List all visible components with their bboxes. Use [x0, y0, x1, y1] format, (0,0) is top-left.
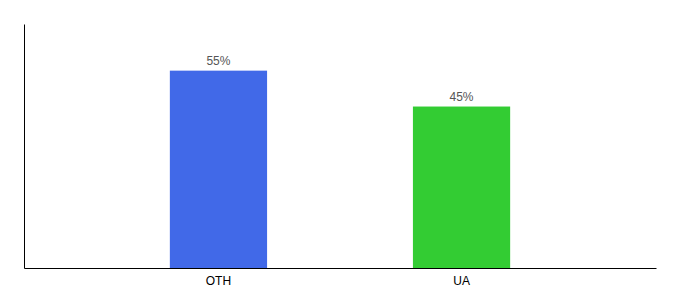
y-axis [24, 25, 25, 269]
x-tick: UA [453, 268, 470, 288]
chart-container: 55% 45% OTH UA [0, 0, 680, 300]
plot: 55% 45% OTH UA [25, 25, 657, 288]
x-tick: OTH [206, 268, 231, 288]
bars [170, 71, 510, 268]
x-axis-line [25, 268, 657, 269]
data-label: 45% [450, 90, 474, 104]
bar [413, 107, 510, 268]
data-label: 55% [206, 54, 230, 68]
x-axis: OTH UA [25, 268, 657, 288]
chart-svg: 55% 45% OTH UA [0, 0, 680, 300]
x-tick-label: OTH [206, 274, 231, 288]
x-tick-label: UA [453, 274, 470, 288]
bar [170, 71, 267, 268]
y-axis-line [24, 25, 25, 269]
data-labels: 55% 45% [206, 54, 473, 104]
